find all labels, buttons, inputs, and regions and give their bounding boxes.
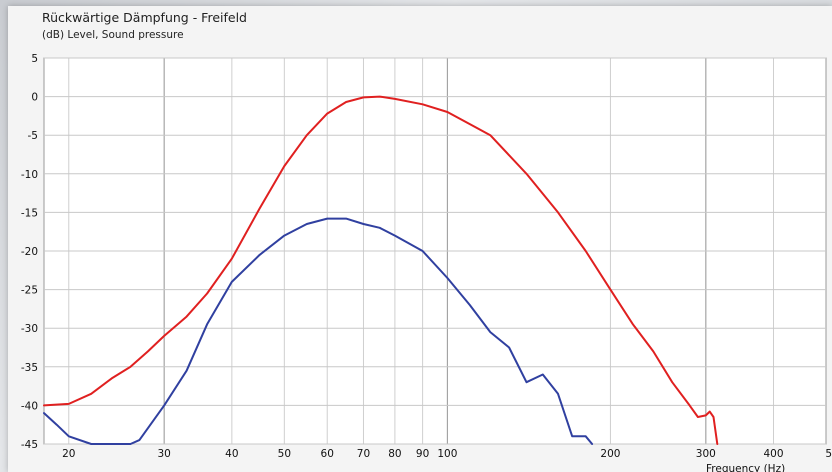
y-tick-label: -25 xyxy=(21,285,38,297)
y-tick-labels: 5 0 -5 -10 -15 -20 -25 -30 -35 -40 -45 xyxy=(21,53,38,451)
series-line-1 xyxy=(43,95,719,445)
y-tick-label: 5 xyxy=(31,53,38,65)
x-axis-label: Frequency (Hz) xyxy=(706,463,785,472)
y-axis-label: (dB) Level, Sound pressure xyxy=(42,29,184,41)
x-tick-label: 20 xyxy=(62,448,75,460)
chart-title: Rückwärtige Dämpfung - Freifeld xyxy=(42,10,247,25)
y-tick-label: -30 xyxy=(21,323,38,335)
y-tick-label: -5 xyxy=(28,130,38,142)
x-tick-label: 50 xyxy=(278,448,291,460)
y-tick-label: -45 xyxy=(21,439,38,451)
x-tick-label: 90 xyxy=(416,448,429,460)
x-tick-label: 5 xyxy=(825,448,832,460)
grid-lines xyxy=(44,57,826,445)
x-tick-label: 40 xyxy=(225,448,238,460)
y-tick-label: 0 xyxy=(31,92,38,104)
x-tick-labels: 20 30 40 50 60 70 80 90 100 200 300 400 5 xyxy=(62,448,832,460)
x-tick-label: 400 xyxy=(763,448,783,460)
x-tick-label: 200 xyxy=(600,448,620,460)
y-tick-label: -20 xyxy=(21,246,38,258)
series-lines xyxy=(43,95,719,445)
y-tick-label: -40 xyxy=(21,400,38,412)
series-line-2 xyxy=(43,217,594,445)
x-tick-label: 80 xyxy=(388,448,401,460)
x-tick-label: 70 xyxy=(357,448,370,460)
chart: Rückwärtige Dämpfung - Freifeld (dB) Lev… xyxy=(21,10,832,472)
x-tick-label: 300 xyxy=(696,448,716,460)
x-tick-label: 30 xyxy=(157,448,170,460)
x-tick-label: 60 xyxy=(321,448,334,460)
y-tick-label: -10 xyxy=(21,169,38,181)
y-tick-label: -35 xyxy=(21,362,38,374)
chart-panel: Rückwärtige Dämpfung - Freifeld (dB) Lev… xyxy=(8,6,832,472)
y-tick-label: -15 xyxy=(21,207,38,219)
x-tick-label: 100 xyxy=(437,448,457,460)
